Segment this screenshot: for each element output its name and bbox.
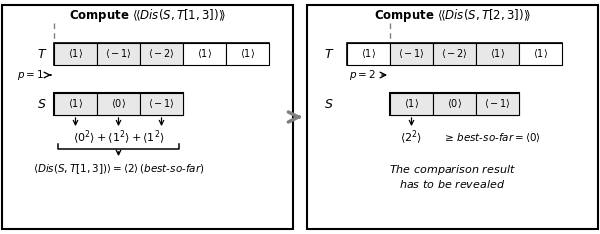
Text: $\langle -2\rangle$: $\langle -2\rangle$	[148, 48, 175, 61]
Text: $\langle -1\rangle$: $\langle -1\rangle$	[105, 48, 132, 61]
Bar	[390, 43, 433, 65]
Bar	[54, 93, 183, 115]
Text: $\bf{Compute}$ $\langle\!\langle\mathit{Dis}(\mathit{S},\mathit{T}[2,3])\rangle\: $\bf{Compute}$ $\langle\!\langle\mathit{…	[374, 7, 531, 25]
Text: $\langle -1\rangle$: $\langle -1\rangle$	[484, 98, 511, 110]
Bar	[519, 43, 562, 65]
Text: $T$: $T$	[324, 48, 334, 61]
Text: $\langle -2\rangle$: $\langle -2\rangle$	[441, 48, 468, 61]
Text: $\langle 1\rangle$: $\langle 1\rangle$	[68, 98, 83, 110]
Bar	[429, 146, 434, 152]
Bar	[476, 93, 519, 115]
Bar	[140, 93, 183, 115]
Text: $\langle -1\rangle$: $\langle -1\rangle$	[398, 48, 425, 61]
Bar	[54, 93, 97, 115]
Bar	[2, 5, 293, 229]
Text: $S$: $S$	[324, 98, 334, 110]
Text: $\langle 1\rangle$: $\langle 1\rangle$	[197, 48, 212, 61]
Text: $\langle 1\rangle$: $\langle 1\rangle$	[404, 98, 419, 110]
Bar	[183, 43, 226, 65]
Bar	[54, 43, 97, 65]
Bar	[97, 93, 140, 115]
Text: $\bf{Compute}$ $\langle\!\langle\mathit{Dis}(\mathit{S},\mathit{T}[1,3])\rangle\: $\bf{Compute}$ $\langle\!\langle\mathit{…	[69, 7, 226, 25]
Bar	[307, 5, 598, 229]
Text: $\bf{\mathit{has\ to\ be\ revealed}}$: $\bf{\mathit{has\ to\ be\ revealed}}$	[400, 178, 506, 190]
Bar	[54, 43, 269, 65]
Bar	[476, 43, 519, 65]
Bar	[97, 43, 140, 65]
Bar	[390, 93, 519, 115]
Text: $\langle 1\rangle$: $\langle 1\rangle$	[361, 48, 376, 61]
Text: $\langle 1\rangle$: $\langle 1\rangle$	[68, 48, 83, 61]
Text: $p=1$: $p=1$	[17, 68, 44, 82]
Bar	[433, 93, 476, 115]
Text: $\langle 1\rangle$: $\langle 1\rangle$	[240, 48, 255, 61]
Text: $\langle\mathit{Dis}(\mathit{S},\mathit{T}[1,3])\rangle=\langle 2\rangle\,(\math: $\langle\mathit{Dis}(\mathit{S},\mathit{…	[33, 162, 204, 176]
Text: $S$: $S$	[37, 98, 47, 110]
Polygon shape	[424, 152, 439, 162]
Bar	[140, 43, 183, 65]
Text: $\langle 0\rangle$: $\langle 0\rangle$	[447, 98, 462, 110]
Bar	[347, 43, 562, 65]
Text: $\langle -1\rangle$: $\langle -1\rangle$	[148, 98, 175, 110]
Bar	[433, 43, 476, 65]
Text: $T$: $T$	[37, 48, 47, 61]
Text: $\bf{\mathit{The\ comparison\ result}}$: $\bf{\mathit{The\ comparison\ result}}$	[389, 163, 516, 177]
Text: $\langle 0\rangle$: $\langle 0\rangle$	[111, 98, 126, 110]
Text: $\langle 1\rangle$: $\langle 1\rangle$	[490, 48, 505, 61]
Bar	[347, 43, 390, 65]
Bar	[390, 93, 433, 115]
Bar	[226, 43, 269, 65]
Text: $\langle 0^2\rangle+\langle 1^2\rangle+\langle 1^2\rangle$: $\langle 0^2\rangle+\langle 1^2\rangle+\…	[73, 129, 164, 147]
Text: $\langle 2^2\rangle$: $\langle 2^2\rangle$	[400, 129, 422, 147]
Text: $\langle 1\rangle$: $\langle 1\rangle$	[533, 48, 548, 61]
Text: $p=2$: $p=2$	[349, 68, 376, 82]
Text: $\geq\,\mathit{best\text{-}so\text{-}far}=\langle 0\rangle$: $\geq\,\mathit{best\text{-}so\text{-}far…	[442, 132, 541, 145]
